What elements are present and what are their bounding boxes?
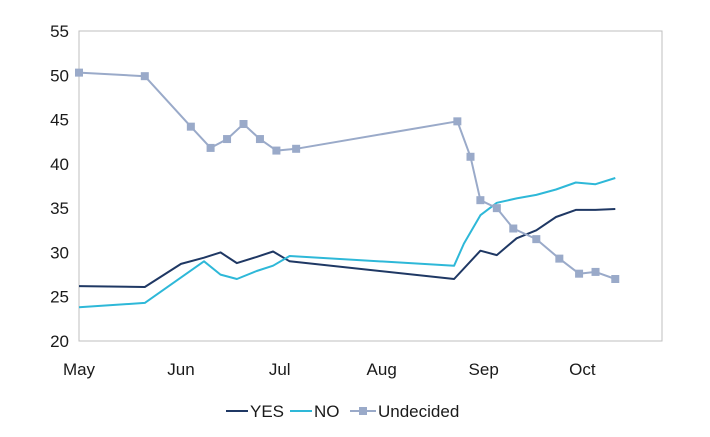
data-point-undecided [255, 135, 264, 144]
data-point-undecided [239, 120, 248, 128]
series-line-no [78, 177, 616, 309]
y-tick-label: 20 [50, 332, 69, 351]
data-point-undecided [186, 122, 195, 131]
legend-item-undecided: Undecided [350, 402, 459, 421]
series-markers [75, 68, 620, 283]
legend: YES NO Undecided [226, 402, 459, 421]
legend-label-yes: YES [250, 402, 284, 421]
data-point-undecided [140, 72, 149, 81]
y-axis: 20 25 30 35 40 45 50 55 [50, 22, 69, 351]
data-point-undecided [272, 146, 281, 155]
legend-item-yes: YES [226, 402, 284, 421]
legend-marker-undecided [359, 407, 367, 415]
data-point-undecided [466, 152, 475, 161]
x-tick-label: May [63, 360, 96, 379]
legend-item-no: NO [290, 402, 340, 421]
data-point-undecided [591, 267, 600, 276]
data-point-undecided [292, 144, 301, 153]
y-tick-label: 35 [50, 199, 69, 218]
data-point-undecided [611, 275, 620, 283]
data-point-undecided [575, 269, 584, 278]
y-tick-label: 50 [50, 66, 69, 85]
x-tick-label: Aug [367, 360, 397, 379]
plot-area-frame [78, 30, 663, 342]
legend-label-undecided: Undecided [378, 402, 459, 421]
data-point-undecided [75, 68, 83, 77]
data-point-undecided [492, 204, 501, 213]
y-tick-label: 55 [50, 22, 69, 41]
y-tick-label: 40 [50, 155, 69, 174]
data-point-undecided [223, 135, 232, 144]
y-tick-label: 25 [50, 288, 69, 307]
y-tick-label: 45 [50, 111, 69, 130]
data-point-undecided [476, 196, 485, 205]
series-line-yes [78, 208, 616, 288]
x-tick-label: Sep [469, 360, 499, 379]
legend-label-no: NO [314, 402, 340, 421]
data-point-undecided [555, 254, 564, 263]
x-axis: May Jun Jul Aug Sep Oct [63, 360, 596, 379]
data-point-undecided [532, 235, 541, 244]
x-tick-label: Jun [167, 360, 194, 379]
data-point-undecided [206, 143, 215, 152]
data-point-undecided [453, 117, 462, 126]
data-point-undecided [509, 224, 518, 233]
y-tick-label: 30 [50, 243, 69, 262]
x-tick-label: Jul [269, 360, 291, 379]
x-tick-label: Oct [569, 360, 596, 379]
